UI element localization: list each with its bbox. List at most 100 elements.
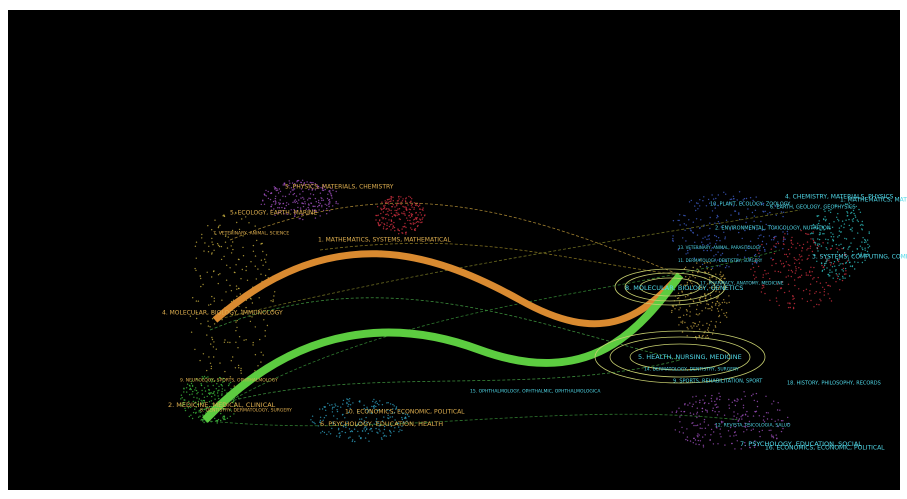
dot: [683, 223, 685, 225]
dot: [779, 409, 781, 411]
dot: [810, 274, 812, 277]
dot: [338, 432, 340, 435]
dot: [276, 189, 279, 191]
dot: [726, 316, 728, 318]
dot: [388, 203, 390, 205]
dot: [773, 252, 776, 255]
dot: [411, 198, 413, 200]
dot: [729, 198, 731, 201]
dot: [765, 243, 768, 245]
dot: [868, 245, 871, 247]
dot: [222, 415, 224, 418]
dot: [194, 389, 196, 391]
dot: [853, 237, 855, 240]
dot: [696, 424, 699, 426]
dot: [189, 406, 192, 408]
dot: [289, 182, 291, 184]
dot: [331, 408, 334, 410]
dot: [694, 323, 696, 325]
dot: [843, 223, 846, 225]
dot: [706, 238, 708, 241]
dot: [392, 200, 394, 202]
dot: [386, 224, 388, 227]
dot: [388, 219, 390, 221]
dot: [849, 228, 852, 231]
dot: [684, 321, 686, 324]
dot: [830, 264, 832, 266]
dot: [230, 290, 233, 292]
dot: [314, 209, 316, 211]
dot: [401, 425, 403, 427]
dot: [709, 307, 711, 310]
dot: [401, 232, 403, 234]
dot: [861, 223, 863, 226]
dot: [414, 204, 417, 206]
dot: [798, 258, 800, 260]
dot: [818, 220, 820, 222]
dot: [765, 273, 767, 275]
dot: [750, 395, 753, 397]
node-rings: [594, 268, 766, 384]
dot: [680, 321, 682, 323]
dot: [195, 387, 197, 389]
ring: [629, 343, 731, 371]
dot: [849, 265, 852, 267]
dot: [334, 403, 336, 405]
dot: [689, 227, 691, 230]
dot: [671, 311, 673, 314]
dot: [859, 211, 862, 213]
dot: [327, 193, 329, 195]
dot: [845, 273, 847, 275]
dot: [358, 421, 360, 423]
dot: [333, 406, 335, 408]
dot: [851, 219, 853, 221]
dot: [815, 291, 817, 293]
dot: [772, 435, 774, 437]
dot: [731, 401, 733, 403]
dot: [284, 195, 287, 198]
dot: [719, 321, 722, 324]
dot: [696, 325, 698, 327]
dot: [336, 418, 338, 420]
dot: [736, 199, 738, 201]
dot: [290, 209, 292, 211]
dot: [191, 380, 193, 382]
dot: [723, 414, 726, 416]
dot: [695, 308, 698, 311]
dot: [716, 217, 718, 219]
dot: [416, 204, 418, 207]
dot: [302, 202, 304, 205]
dot: [742, 414, 744, 416]
dot: [762, 284, 765, 287]
dot: [696, 416, 698, 419]
dot: [333, 415, 335, 417]
dot: [296, 185, 298, 187]
dot: [752, 266, 755, 269]
dot: [223, 418, 225, 421]
dot: [764, 248, 766, 251]
dot: [719, 303, 721, 306]
dot: [223, 214, 225, 216]
dot: [322, 184, 325, 186]
dot: [331, 197, 333, 199]
dot: [217, 226, 220, 229]
dot: [195, 406, 197, 408]
dot: [260, 259, 263, 261]
dot: [322, 419, 324, 421]
dot: [755, 261, 758, 263]
dot: [706, 329, 709, 331]
dot: [238, 228, 241, 231]
dot: [398, 426, 400, 428]
dot: [798, 262, 801, 264]
dot: [837, 277, 839, 280]
dot: [793, 302, 796, 305]
dot: [742, 407, 745, 409]
dot: [861, 241, 863, 243]
dot: [861, 261, 864, 264]
dot: [262, 200, 264, 202]
dot: [813, 266, 815, 269]
dot: [688, 288, 690, 290]
dot: [204, 409, 206, 411]
dot: [403, 211, 405, 213]
dot: [695, 395, 697, 397]
